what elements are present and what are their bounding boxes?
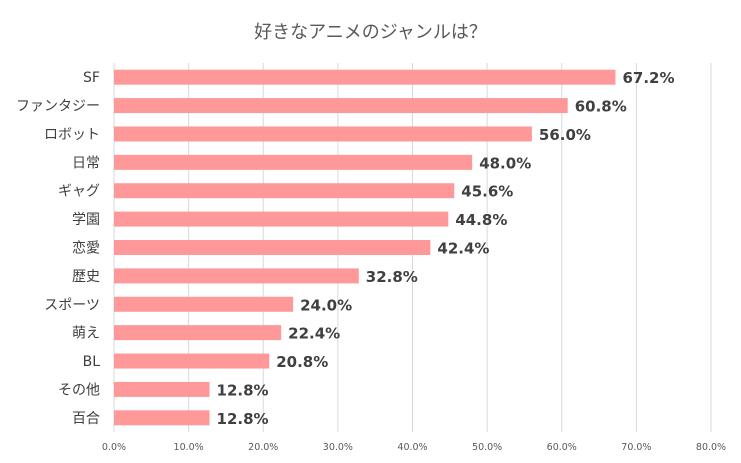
bar bbox=[114, 381, 210, 397]
bar bbox=[114, 353, 270, 369]
category-label: 学園 bbox=[72, 212, 100, 228]
data-label: 56.0% bbox=[539, 126, 591, 144]
data-label: 12.8% bbox=[217, 381, 269, 399]
category-label: 恋愛 bbox=[72, 240, 100, 257]
x-tick-label: 30.0% bbox=[323, 442, 353, 453]
category-label: ギャグ bbox=[58, 184, 100, 200]
x-tick-label: 40.0% bbox=[397, 442, 427, 453]
data-label: 67.2% bbox=[622, 69, 674, 87]
category-label: その他 bbox=[58, 382, 100, 398]
category-label: 萌え bbox=[72, 326, 100, 342]
bar bbox=[114, 325, 282, 341]
category-label: ロボット bbox=[44, 127, 100, 143]
category-label: SF bbox=[83, 70, 100, 86]
category-label: 百合 bbox=[72, 411, 100, 427]
bar bbox=[114, 69, 616, 85]
data-label: 45.6% bbox=[461, 183, 513, 201]
x-tick-label: 80.0% bbox=[696, 442, 726, 453]
x-tick-label: 20.0% bbox=[248, 442, 278, 453]
bar bbox=[114, 183, 455, 199]
x-tick-label: 70.0% bbox=[621, 442, 651, 453]
x-tick-label: 60.0% bbox=[547, 442, 577, 453]
category-label: 歴史 bbox=[72, 269, 100, 285]
data-label: 22.4% bbox=[288, 325, 340, 343]
data-label: 48.0% bbox=[479, 154, 531, 172]
chart-title: 好きなアニメのジャンルは？ bbox=[254, 22, 487, 43]
data-label: 60.8% bbox=[575, 98, 627, 116]
bar bbox=[114, 240, 431, 255]
data-label: 44.8% bbox=[455, 211, 507, 229]
category-label: BL bbox=[83, 354, 101, 370]
bar bbox=[114, 98, 568, 114]
bar bbox=[114, 268, 359, 284]
x-tick-label: 0.0% bbox=[102, 442, 126, 453]
x-tick-label: 10.0% bbox=[174, 442, 204, 453]
data-label: 32.8% bbox=[366, 268, 418, 286]
x-tick-label: 50.0% bbox=[472, 442, 502, 453]
category-label: スポーツ bbox=[44, 297, 100, 313]
data-label: 42.4% bbox=[437, 240, 489, 258]
bar bbox=[114, 211, 449, 227]
data-label: 24.0% bbox=[300, 296, 352, 314]
category-label: ファンタジー bbox=[16, 99, 100, 115]
bar bbox=[114, 296, 294, 312]
bar bbox=[114, 410, 210, 426]
bar bbox=[114, 126, 532, 142]
data-label: 12.8% bbox=[217, 410, 269, 428]
bar bbox=[114, 154, 473, 170]
data-label: 20.8% bbox=[276, 353, 328, 371]
category-label: 日常 bbox=[72, 155, 100, 171]
